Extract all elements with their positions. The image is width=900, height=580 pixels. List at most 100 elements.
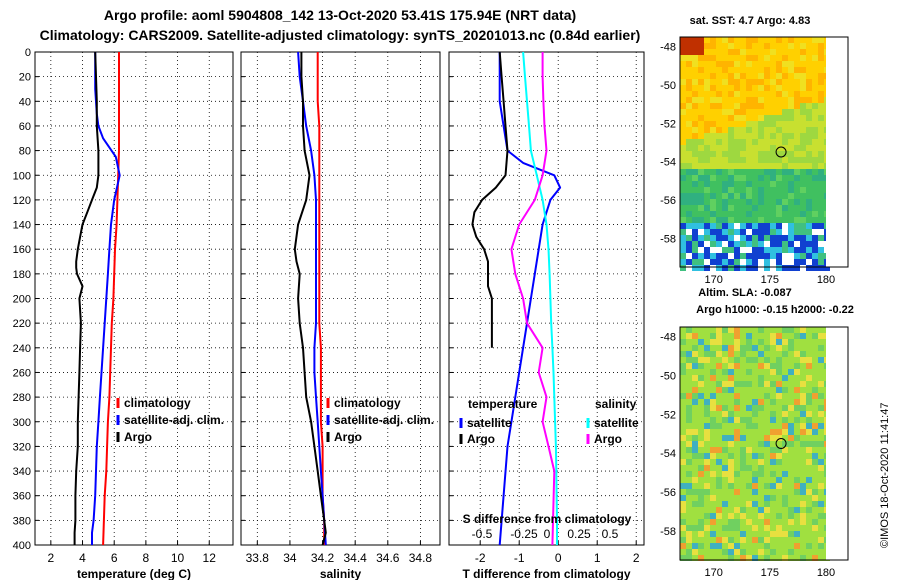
map-cell: [746, 235, 752, 241]
map-cell: [722, 145, 728, 151]
x-tick-label: 2: [47, 551, 54, 565]
map-cell: [686, 127, 692, 133]
map-cell: [710, 525, 716, 531]
map-cell: [704, 405, 710, 411]
map-cell: [728, 381, 734, 387]
map-cell: [698, 115, 704, 121]
map-cell: [764, 253, 770, 259]
map-cell: [692, 471, 698, 477]
map-cell: [740, 351, 746, 357]
map-cell: [770, 471, 776, 477]
map-cell: [812, 525, 818, 531]
map-cell: [734, 435, 740, 441]
map-cell: [752, 55, 758, 61]
map-cell: [680, 543, 686, 549]
map-cell: [782, 253, 788, 259]
map-cell: [764, 459, 770, 465]
map-cell: [734, 327, 740, 333]
map-cell: [728, 187, 734, 193]
map-cell: [782, 265, 788, 271]
map-cell: [818, 483, 824, 489]
y-tick-label: 80: [19, 146, 31, 158]
map-cell: [752, 97, 758, 103]
map-cell: [812, 327, 818, 333]
map-cell: [800, 175, 806, 181]
map-cell: [716, 411, 722, 417]
map-cell: [794, 79, 800, 85]
map-cell: [746, 513, 752, 519]
map-cell: [758, 223, 764, 229]
map-cell: [704, 127, 710, 133]
map-cell: [770, 169, 776, 175]
map-cell: [800, 43, 806, 49]
map-cell: [818, 223, 824, 229]
map-cell: [806, 151, 812, 157]
map-cell: [782, 37, 788, 43]
map-cell: [794, 417, 800, 423]
map-cell: [710, 235, 716, 241]
map-cell: [752, 399, 758, 405]
map-cell: [698, 327, 704, 333]
map-cell: [698, 525, 704, 531]
map-cell: [788, 115, 794, 121]
map-cell: [728, 417, 734, 423]
map-cell: [788, 79, 794, 85]
map-cell: [776, 339, 782, 345]
map-cell: [686, 357, 692, 363]
map-cell: [698, 145, 704, 151]
map-lat-label: -54: [660, 448, 676, 460]
map-cell: [722, 181, 728, 187]
map-cell: [734, 375, 740, 381]
map-cell: [716, 375, 722, 381]
map-cell: [710, 501, 716, 507]
map-cell: [752, 393, 758, 399]
map-cell: [782, 351, 788, 357]
map-cell: [764, 241, 770, 247]
map-cell: [770, 345, 776, 351]
map-cell: [686, 235, 692, 241]
map-cell: [746, 127, 752, 133]
map-cell: [776, 345, 782, 351]
map-cell: [740, 465, 746, 471]
map-cell: [776, 217, 782, 223]
map-cell: [728, 549, 734, 555]
map-cell: [818, 543, 824, 549]
map-cell: [818, 103, 824, 109]
map-cell: [692, 519, 698, 525]
map-cell: [680, 351, 686, 357]
map-cell: [764, 151, 770, 157]
map-cell: [740, 441, 746, 447]
map-cell: [794, 139, 800, 145]
map-cell: [758, 501, 764, 507]
map-cell: [680, 91, 686, 97]
map-cell: [764, 55, 770, 61]
map-cell: [746, 507, 752, 513]
map-cell: [698, 495, 704, 501]
map-cell: [704, 139, 710, 145]
map-cell: [764, 43, 770, 49]
map-cell: [764, 187, 770, 193]
map-cell: [800, 393, 806, 399]
map-cell: [704, 235, 710, 241]
map-cell: [716, 399, 722, 405]
map-cell: [686, 199, 692, 205]
map-cell: [812, 157, 818, 163]
map-cell: [680, 513, 686, 519]
map-cell: [782, 193, 788, 199]
map-cell: [680, 205, 686, 211]
map-cell: [806, 109, 812, 115]
map-cell: [764, 375, 770, 381]
map-cell: [734, 169, 740, 175]
map-cell: [764, 103, 770, 109]
map-cell: [794, 513, 800, 519]
map-cell: [806, 513, 812, 519]
map-cell: [686, 55, 692, 61]
map-cell: [776, 61, 782, 67]
map-cell: [758, 199, 764, 205]
map-cell: [764, 211, 770, 217]
map-cell: [686, 471, 692, 477]
map-cell: [722, 411, 728, 417]
legend-label: Argo: [594, 432, 622, 446]
map-cell: [734, 459, 740, 465]
map-cell: [698, 447, 704, 453]
